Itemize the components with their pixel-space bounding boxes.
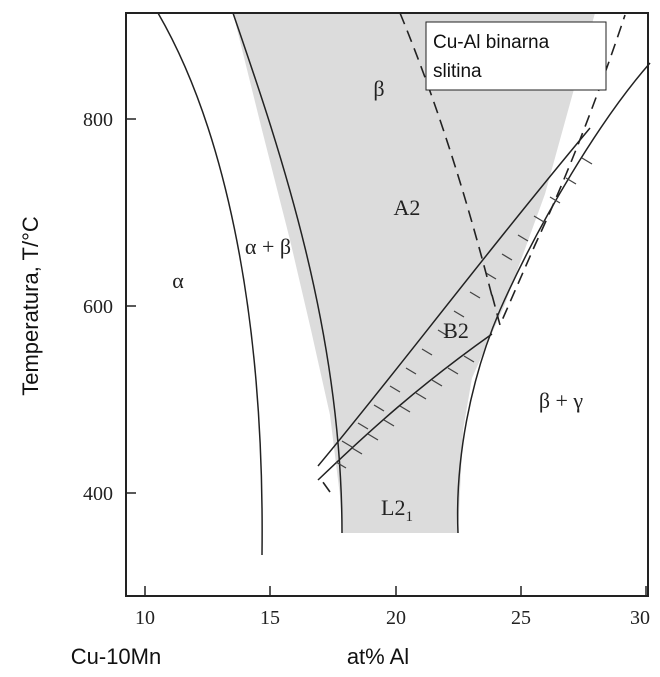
a2-b2-transition-line bbox=[317, 127, 591, 467]
y-tick-label-400: 400 bbox=[83, 483, 113, 505]
x-tick-label-25: 25 bbox=[511, 607, 531, 629]
phase-label-alpha: α bbox=[172, 268, 184, 293]
y-tick-label-800: 800 bbox=[83, 109, 113, 131]
phase-label-beta: β bbox=[373, 76, 384, 101]
a2-b2-hatch-marks bbox=[341, 157, 593, 448]
b2-l21-hatch-marks bbox=[335, 355, 475, 469]
y-tick-label-600: 600 bbox=[83, 296, 113, 318]
x-origin-label: Cu-10Mn bbox=[71, 644, 161, 669]
legend-line-1: Cu-Al binarna bbox=[433, 32, 550, 53]
beta-boundary-curve-left bbox=[232, 12, 343, 534]
alpha-boundary-curve bbox=[157, 12, 263, 556]
phase-label-beta-gamma: β + γ bbox=[539, 388, 584, 413]
cu-al-binary-boundary-dashed bbox=[319, 12, 626, 493]
y-axis-ticks bbox=[126, 118, 136, 494]
x-tick-label-20: 20 bbox=[386, 607, 406, 629]
phase-label-a2: A2 bbox=[394, 195, 421, 220]
b2-l21-transition-line bbox=[317, 333, 493, 481]
legend-line-2: slitina bbox=[433, 61, 482, 82]
x-axis-ticks bbox=[144, 586, 647, 596]
phase-label-alpha-beta: α + β bbox=[245, 234, 291, 259]
phase-label-l21-subscript: 1 bbox=[405, 509, 413, 525]
phase-label-b2: B2 bbox=[443, 318, 469, 343]
beta-boundary-curve-right bbox=[456, 62, 651, 534]
x-tick-label-30: 30 bbox=[630, 607, 650, 629]
plot-frame bbox=[125, 12, 649, 597]
x-tick-label-10: 10 bbox=[135, 607, 155, 629]
legend-box bbox=[425, 21, 607, 91]
beta-phase-shaded-region bbox=[233, 13, 595, 533]
x-axis-title: at% Al bbox=[347, 644, 409, 669]
phase-label-l21: L21 bbox=[381, 495, 413, 525]
phase-label-l21-main: L2 bbox=[381, 495, 405, 520]
y-axis-title: Temperatura, T/°C bbox=[18, 216, 43, 396]
x-tick-label-15: 15 bbox=[260, 607, 280, 629]
